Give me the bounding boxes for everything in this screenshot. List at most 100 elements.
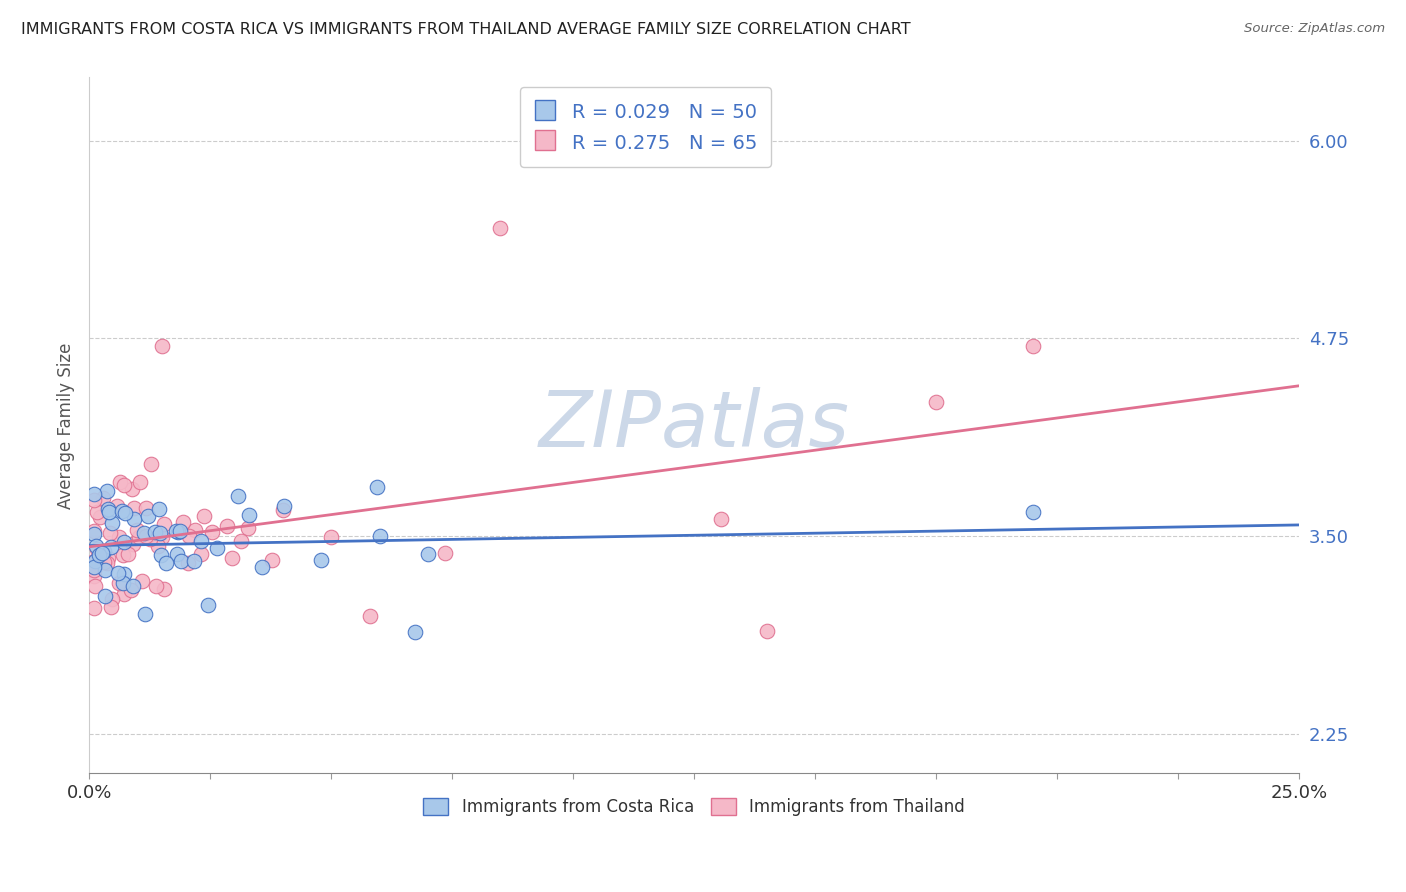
Point <box>184 523 207 537</box>
Point <box>149 525 172 540</box>
Point <box>114 506 136 520</box>
Point <box>366 480 388 494</box>
Point <box>221 551 243 566</box>
Point <box>112 566 135 581</box>
Point <box>165 524 187 539</box>
Point <box>96 484 118 499</box>
Point <box>83 526 105 541</box>
Point <box>489 220 512 235</box>
Point <box>150 530 173 544</box>
Point <box>128 530 150 544</box>
Point <box>112 548 135 562</box>
Point <box>124 512 146 526</box>
Point <box>193 508 215 523</box>
Text: ZIPatlas: ZIPatlas <box>538 387 849 464</box>
Text: Source: ZipAtlas.com: Source: ZipAtlas.com <box>1244 22 1385 36</box>
Point <box>83 568 105 582</box>
Point <box>1021 339 1043 353</box>
Point <box>166 548 188 562</box>
Point <box>83 554 105 568</box>
Point <box>83 563 105 577</box>
Point <box>710 512 733 526</box>
Point <box>105 499 128 513</box>
Point <box>153 582 176 597</box>
Point <box>83 486 105 500</box>
Point <box>107 530 129 544</box>
Point <box>134 607 156 621</box>
Point <box>128 475 150 489</box>
Point <box>122 537 145 551</box>
Point <box>107 566 129 580</box>
Point <box>173 515 195 529</box>
Point <box>150 339 173 353</box>
Point <box>311 553 333 567</box>
Point <box>122 579 145 593</box>
Point <box>143 524 166 539</box>
Y-axis label: Average Family Size: Average Family Size <box>58 343 75 508</box>
Point <box>111 576 134 591</box>
Point <box>112 534 135 549</box>
Point <box>755 624 778 638</box>
Point <box>190 548 212 562</box>
Point <box>93 544 115 558</box>
Point <box>121 483 143 497</box>
Point <box>83 524 105 539</box>
Point <box>229 533 252 548</box>
Point <box>83 560 105 574</box>
Point <box>152 517 174 532</box>
Point <box>125 523 148 537</box>
Point <box>177 529 200 543</box>
Point <box>370 528 392 542</box>
Point <box>146 539 169 553</box>
Point <box>122 500 145 515</box>
Point <box>101 591 124 606</box>
Point <box>197 598 219 612</box>
Point <box>167 524 190 539</box>
Point <box>111 504 134 518</box>
Point <box>226 489 249 503</box>
Text: IMMIGRANTS FROM COSTA RICA VS IMMIGRANTS FROM THAILAND AVERAGE FAMILY SIZE CORRE: IMMIGRANTS FROM COSTA RICA VS IMMIGRANTS… <box>21 22 911 37</box>
Point <box>83 554 105 568</box>
Point <box>112 477 135 491</box>
Point <box>169 554 191 568</box>
Point <box>141 457 163 471</box>
Point <box>200 525 222 540</box>
Point <box>87 549 110 563</box>
Point <box>97 502 120 516</box>
Point <box>145 579 167 593</box>
Point <box>132 525 155 540</box>
Point <box>183 554 205 568</box>
Point <box>138 533 160 547</box>
Point <box>273 499 295 513</box>
Point <box>97 505 120 519</box>
Point <box>148 502 170 516</box>
Point <box>925 394 948 409</box>
Point <box>273 503 295 517</box>
Point <box>217 519 239 533</box>
Point <box>83 600 105 615</box>
Point <box>150 548 173 562</box>
Point <box>98 525 121 540</box>
Point <box>131 574 153 589</box>
Point <box>359 608 381 623</box>
Point <box>89 510 111 524</box>
Point <box>120 583 142 598</box>
Point <box>97 551 120 566</box>
Point <box>1021 505 1043 519</box>
Point <box>117 547 139 561</box>
Point <box>110 475 132 490</box>
Point <box>418 548 440 562</box>
Point <box>94 589 117 603</box>
Point <box>83 579 105 593</box>
Point <box>84 539 107 553</box>
Point <box>155 556 177 570</box>
Point <box>108 576 131 591</box>
Point <box>135 501 157 516</box>
Legend: Immigrants from Costa Rica, Immigrants from Thailand: Immigrants from Costa Rica, Immigrants f… <box>415 789 973 824</box>
Point <box>86 542 108 557</box>
Point <box>101 516 124 531</box>
Point <box>169 524 191 539</box>
Point <box>96 556 118 570</box>
Point <box>94 563 117 577</box>
Point <box>91 491 114 506</box>
